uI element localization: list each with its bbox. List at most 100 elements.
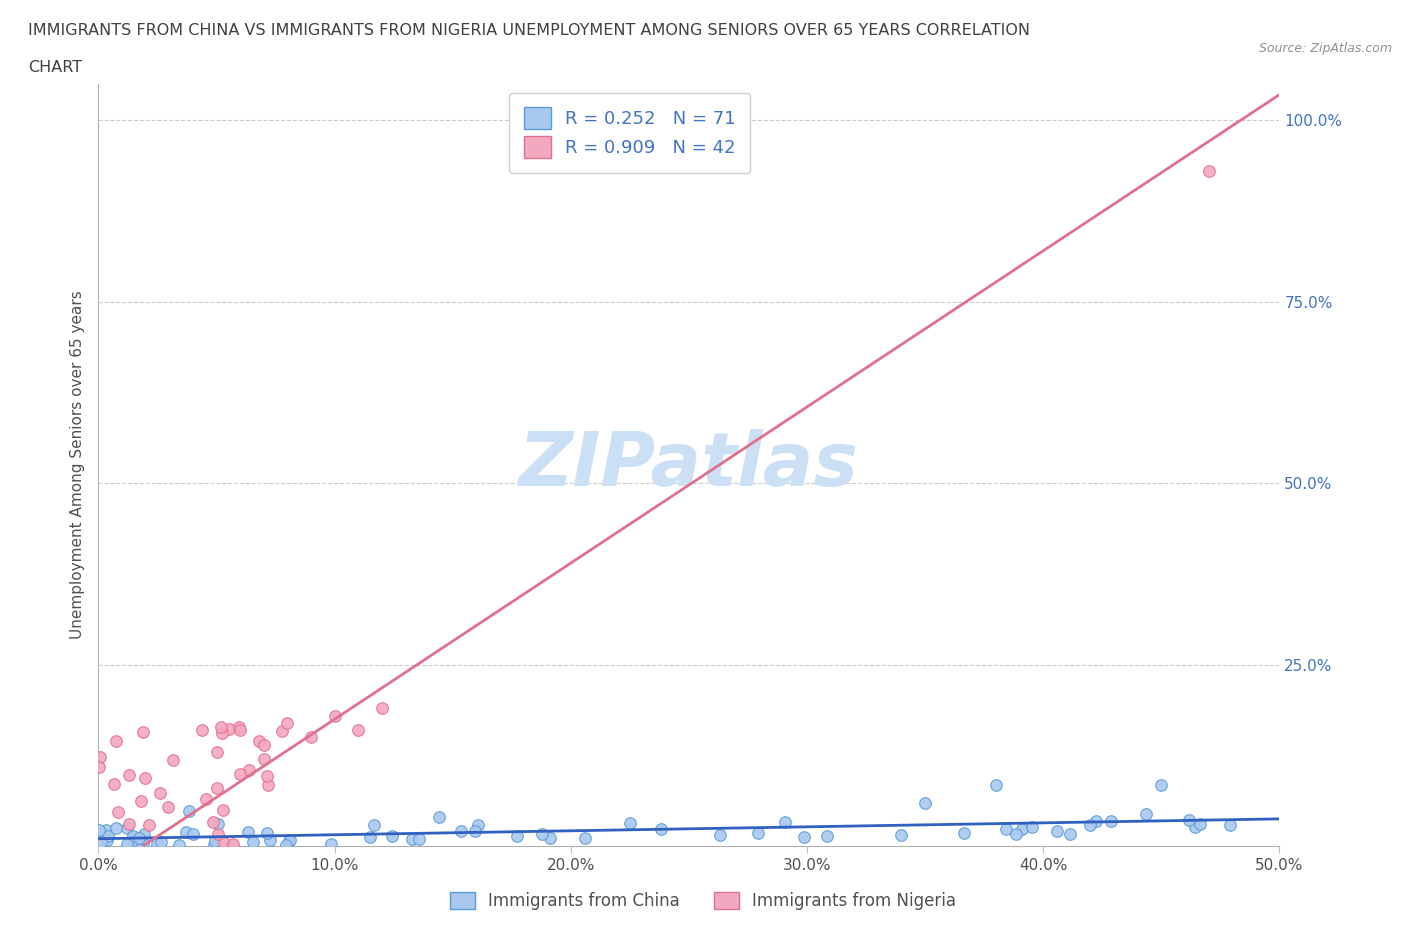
- Point: [278, 832, 301, 847]
- Point: [1011, 821, 1033, 836]
- Point: [1080, 817, 1102, 832]
- Point: [253, 751, 276, 766]
- Point: [90, 834, 112, 849]
- Point: [207, 827, 229, 842]
- Point: [1085, 813, 1108, 828]
- Point: [205, 781, 228, 796]
- Point: [103, 777, 125, 791]
- Point: [132, 724, 155, 739]
- Point: [450, 823, 472, 838]
- Point: [427, 809, 450, 824]
- Point: [363, 817, 385, 832]
- Point: [276, 715, 298, 730]
- Point: [274, 837, 297, 852]
- Point: [134, 770, 156, 785]
- Point: [253, 737, 276, 752]
- Point: [299, 730, 322, 745]
- Point: [167, 837, 190, 852]
- Point: [122, 829, 145, 844]
- Point: [236, 825, 259, 840]
- Point: [890, 828, 912, 843]
- Point: [212, 836, 235, 851]
- Point: [89, 759, 111, 774]
- Point: [506, 829, 529, 844]
- Point: [174, 824, 197, 839]
- Point: [242, 835, 264, 850]
- Point: [177, 804, 200, 818]
- Point: [574, 830, 596, 845]
- Point: [204, 838, 226, 853]
- Legend: Immigrants from China, Immigrants from Nigeria: Immigrants from China, Immigrants from N…: [443, 885, 963, 917]
- Point: [107, 804, 129, 819]
- Point: [323, 708, 346, 723]
- Point: [278, 833, 301, 848]
- Point: [129, 793, 152, 808]
- Point: [97, 829, 120, 844]
- Point: [156, 800, 179, 815]
- Point: [467, 817, 489, 832]
- Point: [914, 795, 936, 810]
- Point: [464, 824, 486, 839]
- Point: [121, 833, 143, 848]
- Y-axis label: Unemployment Among Seniors over 65 years: Unemployment Among Seniors over 65 years: [69, 291, 84, 640]
- Point: [194, 791, 217, 806]
- Point: [1219, 817, 1241, 832]
- Point: [1150, 777, 1173, 792]
- Point: [1135, 806, 1157, 821]
- Point: [408, 831, 430, 846]
- Point: [257, 778, 280, 793]
- Point: [1198, 164, 1220, 179]
- Point: [181, 827, 204, 842]
- Point: [149, 786, 172, 801]
- Point: [115, 837, 138, 852]
- Point: [619, 816, 641, 830]
- Point: [256, 768, 278, 783]
- Point: [202, 815, 225, 830]
- Point: [747, 825, 769, 840]
- Point: [118, 767, 141, 782]
- Point: [793, 830, 815, 844]
- Point: [773, 814, 796, 829]
- Point: [650, 821, 672, 836]
- Point: [222, 837, 245, 852]
- Point: [191, 723, 214, 737]
- Point: [134, 827, 156, 842]
- Point: [138, 817, 160, 832]
- Point: [221, 838, 243, 853]
- Point: [815, 828, 838, 843]
- Point: [359, 830, 381, 844]
- Point: [321, 837, 343, 852]
- Point: [150, 834, 173, 849]
- Point: [229, 766, 252, 781]
- Point: [247, 734, 270, 749]
- Point: [145, 836, 167, 851]
- Point: [1004, 827, 1026, 842]
- Point: [218, 721, 240, 736]
- Point: [211, 726, 233, 741]
- Point: [952, 826, 974, 841]
- Point: [347, 723, 370, 737]
- Point: [94, 822, 117, 837]
- Point: [238, 763, 260, 777]
- Point: [89, 822, 111, 837]
- Point: [205, 744, 228, 759]
- Text: ZIPatlas: ZIPatlas: [519, 429, 859, 501]
- Text: CHART: CHART: [28, 60, 82, 75]
- Point: [96, 833, 118, 848]
- Point: [709, 828, 731, 843]
- Point: [207, 817, 229, 831]
- Point: [162, 753, 184, 768]
- Point: [984, 777, 1007, 792]
- Point: [381, 829, 404, 844]
- Point: [1046, 824, 1069, 839]
- Point: [1059, 827, 1081, 842]
- Point: [105, 734, 128, 749]
- Point: [228, 720, 250, 735]
- Point: [204, 833, 226, 848]
- Point: [1178, 813, 1201, 828]
- Point: [128, 830, 150, 845]
- Text: Source: ZipAtlas.com: Source: ZipAtlas.com: [1258, 42, 1392, 55]
- Point: [115, 820, 138, 835]
- Point: [1188, 817, 1211, 831]
- Point: [89, 750, 111, 764]
